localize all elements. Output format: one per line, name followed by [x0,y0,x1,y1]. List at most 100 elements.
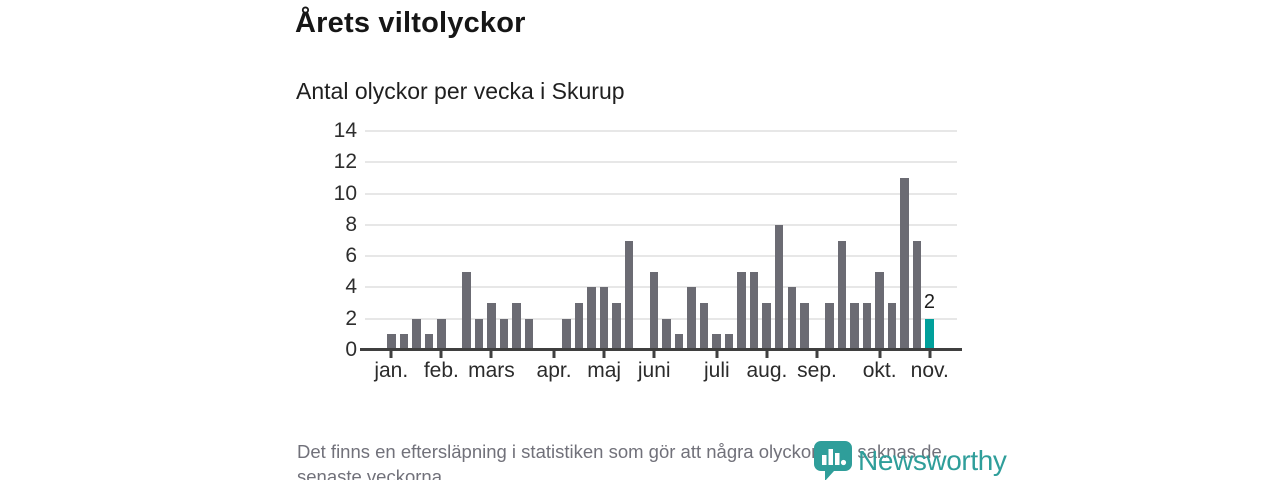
x-axis-ticks [385,350,936,359]
bar-week-15 [562,318,571,350]
month-tick-okt [878,351,882,358]
y-tick-label-0: 0 [345,338,357,361]
bar-week-26 [699,303,709,350]
week-slot-44: 2 [923,131,936,350]
bar-week-22 [649,271,659,350]
gridline-14 [365,130,957,132]
week-slot-37 [836,131,849,350]
bar-week-40 [875,271,884,350]
week-slot-16 [573,131,586,350]
bar-week-38 [850,303,859,350]
week-slot-34 [798,131,811,350]
week-slot-19 [610,131,623,350]
bar-week-11 [512,303,521,350]
bar-week-29 [737,271,746,350]
week-slot-32 [773,131,786,350]
week-slot-22 [648,131,661,350]
week-slot-29 [735,131,748,350]
month-label-aug: aug. [746,359,788,382]
bar-week-10 [499,318,509,350]
bar-week-27 [712,334,721,350]
bar-week-24 [674,334,684,350]
week-slot-31 [760,131,773,350]
month-label-okt: okt. [862,359,897,382]
bar-week-1 [387,334,396,350]
bar-week-44 [925,318,934,350]
bar-week-4 [424,334,434,350]
week-slot-20 [623,131,636,350]
bar-week-33 [787,287,796,350]
gridline-10 [365,192,957,195]
month-label-juli: juli [704,359,730,382]
week-slot-41 [886,131,899,350]
week-slot-13 [535,131,548,350]
bar-week-2 [399,334,409,350]
month-label-juni: juni [637,359,671,382]
gridline-6 [365,255,957,258]
week-slot-5 [435,131,448,350]
week-slot-39 [861,131,874,350]
week-slot-27 [710,131,723,350]
week-slot-17 [585,131,598,350]
week-slot-25 [685,131,698,350]
bar-week-23 [662,318,671,350]
week-slot-9 [485,131,498,350]
footnote: Det finns en eftersläpning i statistiken… [297,441,942,480]
month-tick-mars [489,351,493,358]
bar-week-7 [462,271,471,350]
week-slot-14 [548,131,561,350]
month-tick-nov [928,351,932,358]
week-slot-23 [660,131,673,350]
week-slot-26 [698,131,711,350]
newsworthy-wordmark: Newsworthy [858,445,1007,476]
bar-week-8 [474,318,484,350]
month-label-nov: nov. [910,359,949,382]
week-slot-10 [498,131,511,350]
y-tick-label-8: 8 [345,212,357,236]
x-axis-labels: jan. feb. mars apr. maj juni juli aug. sep. okt. n… [374,350,948,382]
week-slot-36 [823,131,836,350]
week-slot-1 [385,131,398,350]
month-tick-apr [552,351,556,358]
newsworthy-pin-icon [814,441,852,480]
page-title: Årets viltolyckor [295,7,526,39]
week-slot-33 [786,131,799,350]
chart-subtitle: Antal olyckor per vecka i Skurup [296,78,625,104]
y-tick-label-12: 12 [333,150,357,174]
bar-chart-plot-area: 0 2 4 6 8 10 12 14 2 jan. feb. mars apr. maj juni jul… [334,120,962,382]
y-tick-label-6: 6 [345,244,357,268]
month-label-feb: feb. [423,359,459,382]
week-slot-6 [448,131,461,350]
newsworthy-logo: Newsworthy [814,441,1007,480]
y-tick-label-4: 4 [345,275,357,299]
bar-week-34 [800,303,809,350]
bar-week-5 [437,318,446,350]
week-slot-21 [635,131,648,350]
month-tick-juli [715,351,719,358]
week-slot-11 [510,131,523,350]
week-slot-18 [598,131,611,350]
month-label-mars: mars [468,359,515,382]
gridline-2 [365,317,957,320]
week-slot-38 [848,131,861,350]
bar-week-39 [862,303,872,350]
week-slot-3 [410,131,423,350]
bars-row: 2 [385,131,936,350]
bar-week-18 [599,287,609,350]
bar-week-31 [762,303,771,350]
gridline-8 [365,223,957,226]
y-tick-label-10: 10 [333,181,357,205]
bar-week-12 [524,318,534,350]
bar-week-30 [749,271,759,350]
bar-week-36 [825,303,834,350]
week-slot-42 [898,131,911,350]
week-slot-24 [673,131,686,350]
last-bar-value-label: 2 [923,290,935,313]
month-label-sep: sep. [797,359,837,382]
week-slot-15 [560,131,573,350]
month-label-apr: apr. [536,359,572,382]
bar-week-42 [900,177,909,350]
bar-week-32 [774,224,784,350]
week-slot-43 [911,131,924,350]
